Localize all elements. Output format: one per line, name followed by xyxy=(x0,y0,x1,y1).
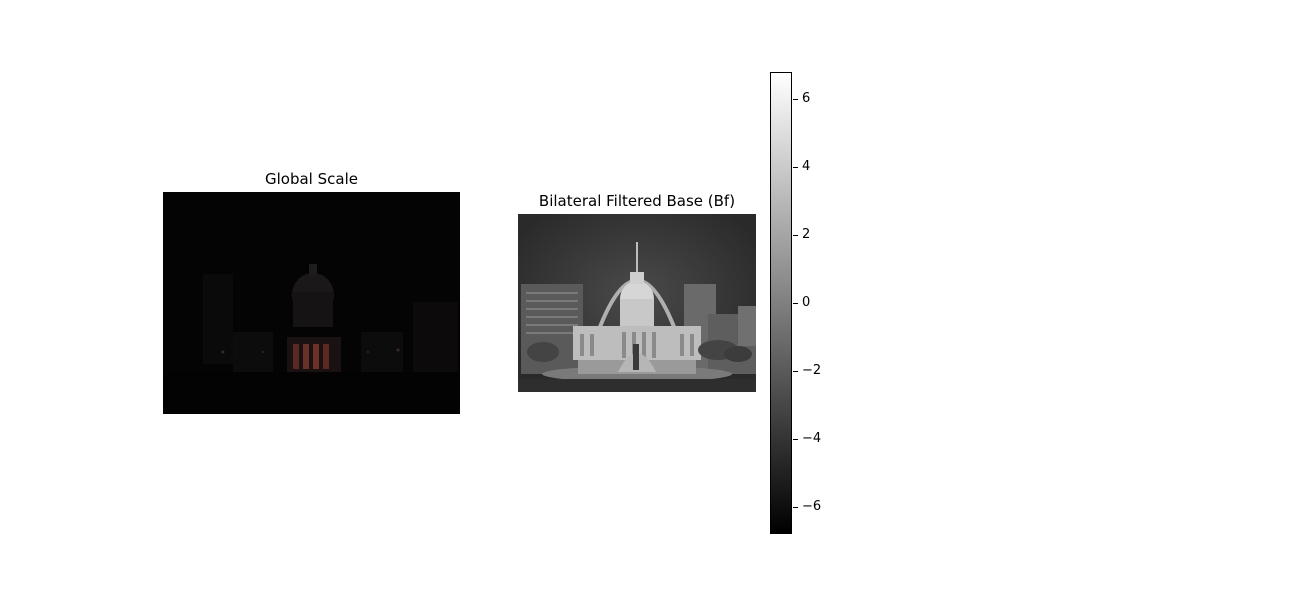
global-scale-image xyxy=(163,192,460,414)
colorbar-tick-label: 6 xyxy=(802,91,811,106)
colorbar xyxy=(770,72,792,534)
colorbar-tick xyxy=(793,303,798,304)
bilateral-filtered-base-title: Bilateral Filtered Base (Bf) xyxy=(538,192,736,210)
colorbar-tick xyxy=(793,167,798,168)
global-scale-title: Global Scale xyxy=(265,170,358,188)
colorbar-tick xyxy=(793,235,798,236)
colorbar-tick-label: −2 xyxy=(802,363,822,378)
colorbar-tick-label: 4 xyxy=(802,159,811,174)
colorbar-tick-label: −4 xyxy=(802,431,822,446)
colorbar-tick-label: −6 xyxy=(802,499,822,514)
colorbar-tick xyxy=(793,371,798,372)
colorbar-tick-label: 2 xyxy=(802,227,811,242)
colorbar-tick xyxy=(793,439,798,440)
colorbar-tick-label: 0 xyxy=(802,295,811,310)
colorbar-tick xyxy=(793,507,798,508)
bilateral-filtered-base-image xyxy=(518,214,756,392)
colorbar-tick xyxy=(793,99,798,100)
